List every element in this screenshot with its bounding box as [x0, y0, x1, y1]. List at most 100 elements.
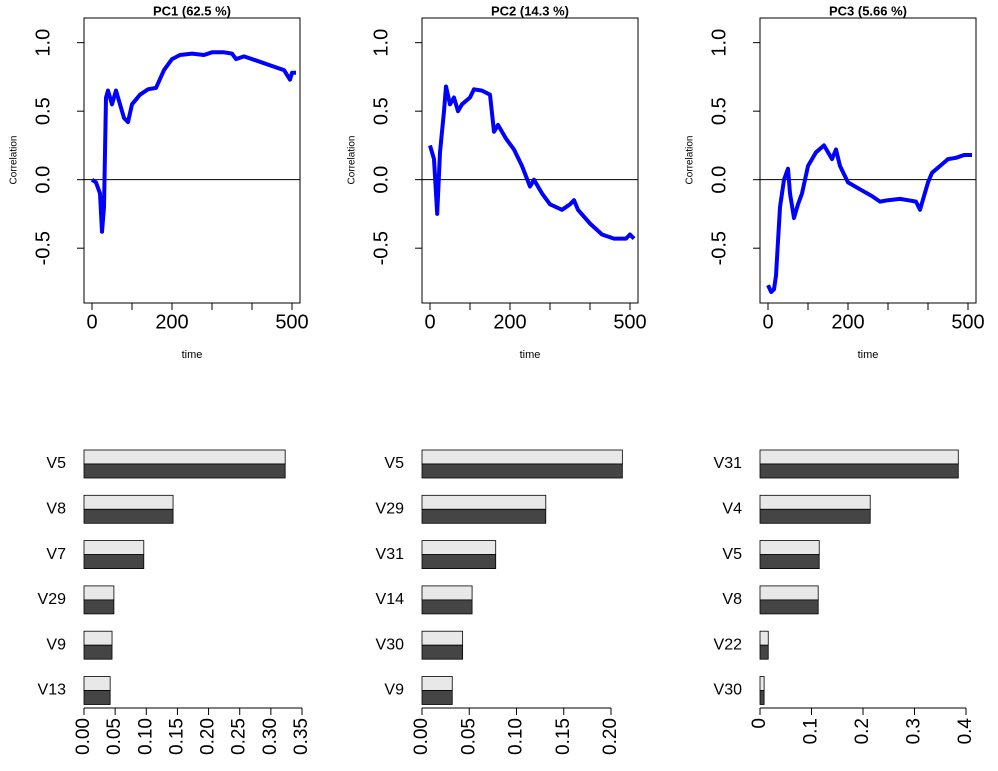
x-tick-label: 0: [749, 718, 770, 729]
x-tick-label: 0.30: [260, 718, 281, 755]
plot-frame: [83, 17, 301, 304]
x-tick-label: 0.00: [73, 718, 94, 755]
bar: [759, 554, 820, 569]
x-tick-label: 500: [613, 311, 646, 333]
x-tick-label: 500: [275, 311, 308, 333]
bar: [421, 676, 453, 691]
category-label: V8: [46, 501, 66, 518]
y-tick-label: 1.0: [708, 29, 730, 57]
x-tick-label: 0.10: [506, 718, 527, 755]
y-tick-label: 1.0: [32, 29, 54, 57]
category-label: V30: [376, 636, 405, 653]
x-tick-label: 0.15: [553, 718, 574, 755]
bar: [759, 630, 769, 646]
category-label: V31: [714, 455, 743, 472]
x-tick-label: 0.00: [411, 718, 432, 755]
y-tick-label: 0.5: [370, 97, 392, 125]
bar: [421, 554, 497, 569]
bar: [759, 644, 769, 660]
x-tick-label: 200: [831, 311, 864, 333]
bar: [83, 676, 111, 691]
category-label: V5: [384, 455, 404, 472]
bar: [421, 599, 473, 615]
category-label: V22: [714, 636, 743, 653]
x-tick-label: 0.05: [458, 718, 479, 755]
x-axis-label: time: [182, 349, 203, 361]
y-tick-label: 0.5: [32, 97, 54, 125]
bar: [759, 449, 959, 465]
category-label: V29: [38, 591, 67, 608]
bar: [421, 585, 473, 601]
x-axis-label: time: [858, 349, 879, 361]
category-label: V30: [714, 682, 743, 699]
bar: [83, 599, 115, 615]
bar: [759, 508, 871, 524]
bar: [83, 644, 113, 660]
category-label: V8: [722, 591, 742, 608]
bar: [83, 690, 111, 705]
bar: [759, 540, 820, 555]
bar: [759, 676, 765, 691]
category-label: V13: [38, 682, 67, 699]
bar: [421, 508, 547, 524]
x-tick-label: 0.35: [291, 718, 312, 755]
y-tick-label: 0.0: [32, 166, 54, 194]
bar: [83, 554, 145, 569]
y-tick-label: 0.0: [370, 166, 392, 194]
x-tick-label: 0.05: [104, 718, 125, 755]
bar: [759, 463, 959, 479]
x-tick-label: 200: [155, 311, 188, 333]
bar: [83, 540, 145, 555]
bar: [83, 463, 286, 479]
x-tick-label: 0: [762, 311, 773, 333]
y-tick-label: 0.5: [708, 97, 730, 125]
category-label: V5: [46, 455, 66, 472]
y-axis-label: Correlation: [685, 136, 696, 185]
y-tick-label: 0.0: [708, 166, 730, 194]
data-line: [90, 50, 296, 234]
y-tick-label: -0.5: [370, 231, 392, 265]
category-label: V9: [384, 682, 404, 699]
bar: [421, 644, 464, 660]
bar: [759, 494, 871, 510]
category-label: V4: [722, 501, 742, 518]
y-tick-label: 1.0: [370, 29, 392, 57]
bar: [421, 494, 547, 510]
bar: [421, 690, 453, 705]
panel-title: PC2 (14.3 %): [491, 3, 569, 18]
category-label: V29: [376, 501, 405, 518]
x-tick-label: 0.2: [852, 718, 873, 744]
bar: [421, 630, 464, 646]
bar: [83, 449, 286, 465]
bar: [83, 630, 113, 646]
bar: [83, 494, 174, 510]
category-label: V14: [376, 591, 405, 608]
x-tick-label: 200: [493, 311, 526, 333]
x-tick-label: 0.20: [600, 718, 621, 755]
plot-frame: [421, 17, 639, 304]
x-tick-label: 0: [86, 311, 97, 333]
x-tick-label: 0.10: [135, 718, 156, 755]
x-tick-label: 0.4: [955, 718, 976, 745]
category-label: V7: [46, 546, 66, 563]
x-tick-label: 0: [424, 311, 435, 333]
bar: [759, 690, 765, 705]
x-tick-label: 500: [951, 311, 984, 333]
data-line: [428, 84, 636, 241]
bar: [421, 540, 497, 555]
bar: [759, 599, 819, 615]
data-line: [766, 143, 972, 294]
x-tick-label: 0.20: [198, 718, 219, 755]
category-label: V9: [46, 636, 66, 653]
bar: [421, 463, 623, 479]
category-label: V31: [376, 546, 405, 563]
y-tick-label: -0.5: [708, 231, 730, 265]
x-tick-label: 0.1: [801, 718, 822, 744]
category-label: V5: [722, 546, 742, 563]
y-axis-label: Correlation: [9, 136, 20, 185]
y-tick-label: -0.5: [32, 231, 54, 265]
panel-title: PC1 (62.5 %): [153, 3, 231, 18]
x-tick-label: 0.3: [904, 718, 925, 744]
panel-title: PC3 (5.66 %): [829, 3, 907, 18]
